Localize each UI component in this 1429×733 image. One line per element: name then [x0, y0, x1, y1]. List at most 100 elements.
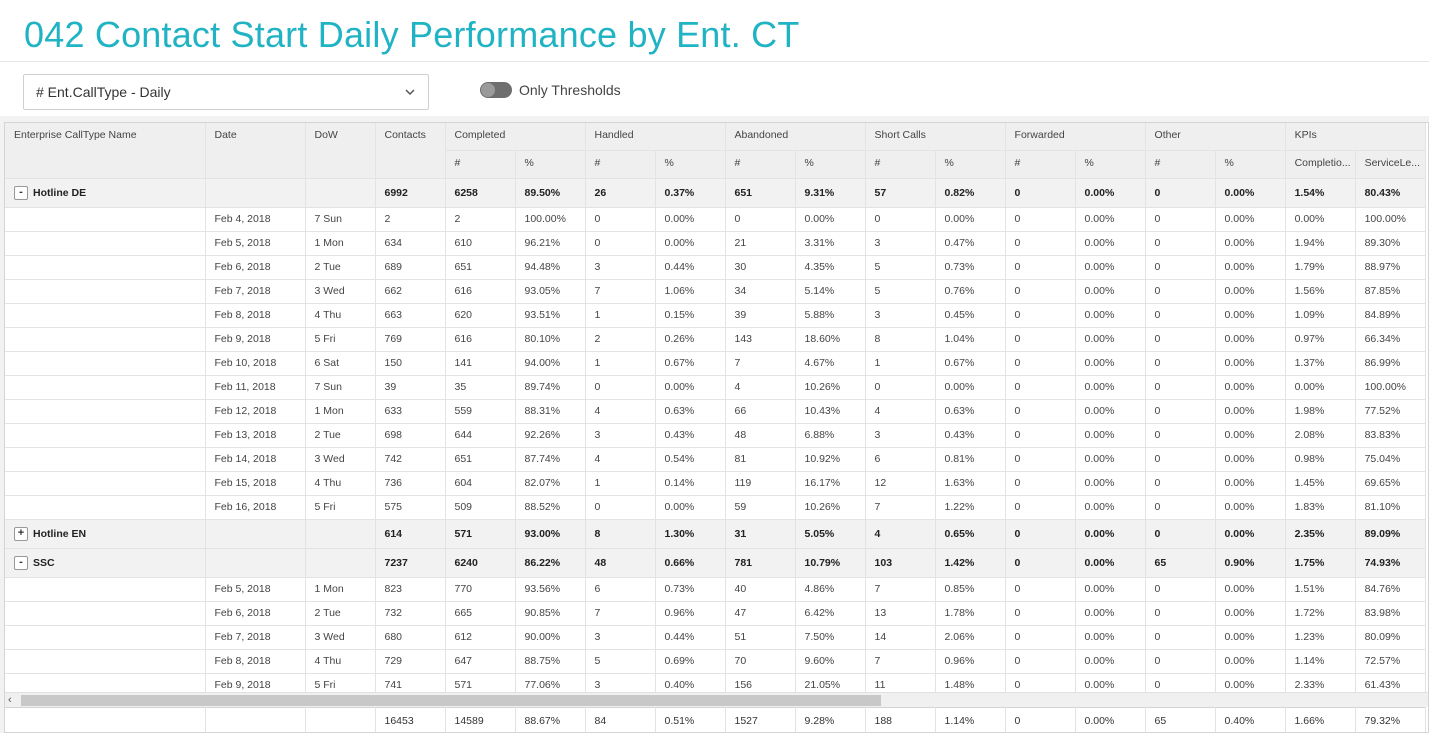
row-name-cell — [5, 375, 206, 400]
col-header-completion-kpi[interactable]: Completio... — [1285, 150, 1356, 179]
col-header-other-pct[interactable]: % — [1215, 150, 1286, 179]
table-row[interactable]: Feb 5, 2018 1 Mon 823 770 93.56% 6 0.73% 40 4.86… — [5, 577, 1426, 602]
table-cell: 0.44% — [655, 255, 726, 280]
table-cell: 93.51% — [515, 303, 586, 328]
col-header-dow[interactable]: DoW — [305, 123, 376, 179]
col-header-forwarded-pct[interactable]: % — [1075, 150, 1146, 179]
table-cell: 0.00% — [1075, 231, 1146, 256]
collapse-icon[interactable]: - — [14, 555, 28, 570]
col-header-completed-pct[interactable]: % — [515, 150, 586, 179]
table-cell: 0 — [1145, 495, 1216, 520]
table-cell: 7.50% — [795, 625, 866, 650]
table-cell: 662 — [375, 279, 446, 304]
table-row[interactable]: Feb 4, 2018 7 Sun 2 2 100.00% 0 0.00% 0 0.00% 0 0.… — [5, 207, 1426, 232]
table-row[interactable]: Feb 8, 2018 4 Thu 729 647 88.75% 5 0.69% 70 9.60… — [5, 649, 1426, 674]
table-cell: 4 Thu — [305, 649, 376, 674]
table-row[interactable]: Feb 10, 2018 6 Sat 150 141 94.00% 1 0.67% 7 4.67… — [5, 351, 1426, 376]
only-thresholds-toggle[interactable] — [480, 82, 512, 98]
col-header-other[interactable]: Other — [1145, 123, 1286, 151]
table-cell: 0 — [1145, 601, 1216, 626]
scrollbar-thumb[interactable] — [21, 695, 881, 706]
col-header-completed-count[interactable]: # — [445, 150, 516, 179]
table-row[interactable]: Feb 14, 2018 3 Wed 742 651 87.74% 4 0.54% 81 10.… — [5, 447, 1426, 472]
table-cell: 0.00% — [1215, 303, 1286, 328]
group-row[interactable]: - SSC 7237 6240 86.22% 48 0.66% 781 10.79% 103 1.4… — [5, 548, 1426, 578]
table-cell: 51 — [725, 625, 796, 650]
scroll-left-icon[interactable]: ‹ — [8, 694, 12, 706]
table-cell: Feb 5, 2018 — [205, 231, 306, 256]
col-header-abandoned-pct[interactable]: % — [795, 150, 866, 179]
group-row[interactable]: + Hotline EN 614 571 93.00% 8 1.30% 31 5.05% 4 0.6… — [5, 519, 1426, 549]
table-cell: 4 Thu — [305, 471, 376, 496]
group-row[interactable]: - Hotline DE 6992 6258 89.50% 26 0.37% 651 9.31%… — [5, 178, 1426, 208]
table-cell: 0.00% — [1215, 447, 1286, 472]
table-row[interactable]: Feb 7, 2018 3 Wed 680 612 90.00% 3 0.44% 51 7.50… — [5, 625, 1426, 650]
group-summary-cell: 65 — [1145, 548, 1216, 578]
group-summary-cell: 10.79% — [795, 548, 866, 578]
table-cell: Feb 9, 2018 — [205, 327, 306, 352]
table-cell: 93.05% — [515, 279, 586, 304]
col-header-forwarded-count[interactable]: # — [1005, 150, 1076, 179]
col-header-short-calls[interactable]: Short Calls — [865, 123, 1006, 151]
table-row[interactable]: Feb 5, 2018 1 Mon 634 610 96.21% 0 0.00% 21 3.31… — [5, 231, 1426, 256]
header-row-subcolumns: # % # % # % # % # % # % Completio... Ser… — [5, 150, 1426, 179]
chevron-down-icon — [405, 89, 415, 96]
table-row[interactable]: Feb 9, 2018 5 Fri 769 616 80.10% 2 0.26% 143 18.… — [5, 327, 1426, 352]
col-header-name[interactable]: Enterprise CallType Name — [5, 123, 206, 179]
table-cell: 633 — [375, 399, 446, 424]
table-row[interactable]: Feb 12, 2018 1 Mon 633 559 88.31% 4 0.63% 66 10.… — [5, 399, 1426, 424]
group-summary-cell: 6992 — [375, 178, 446, 208]
col-header-handled[interactable]: Handled — [585, 123, 726, 151]
col-header-handled-count[interactable]: # — [585, 150, 656, 179]
expand-icon[interactable]: + — [14, 526, 28, 541]
col-header-abandoned[interactable]: Abandoned — [725, 123, 866, 151]
group-summary-cell: 48 — [585, 548, 656, 578]
table-cell: 0.63% — [935, 399, 1006, 424]
table-row[interactable]: Feb 7, 2018 3 Wed 662 616 93.05% 7 1.06% 34 5.14… — [5, 279, 1426, 304]
table-cell: 769 — [375, 327, 446, 352]
table-cell: 141 — [445, 351, 516, 376]
table-cell: 0 — [1145, 255, 1216, 280]
table-row[interactable]: Feb 6, 2018 2 Tue 689 651 94.48% 3 0.44% 30 4.35… — [5, 255, 1426, 280]
col-header-completed[interactable]: Completed — [445, 123, 586, 151]
table-cell: 0.97% — [1285, 327, 1356, 352]
col-header-contacts[interactable]: Contacts — [375, 123, 446, 179]
totals-cell: 1527 — [725, 707, 796, 732]
col-header-kpis[interactable]: KPIs — [1285, 123, 1426, 151]
table-row[interactable]: Feb 6, 2018 2 Tue 732 665 90.85% 7 0.96% 47 6.42… — [5, 601, 1426, 626]
table-row[interactable]: Feb 8, 2018 4 Thu 663 620 93.51% 1 0.15% 39 5.88… — [5, 303, 1426, 328]
table-cell: 7 — [585, 279, 656, 304]
col-header-handled-pct[interactable]: % — [655, 150, 726, 179]
table-cell: Feb 15, 2018 — [205, 471, 306, 496]
table-cell: 4.35% — [795, 255, 866, 280]
group-summary-cell: 1.75% — [1285, 548, 1356, 578]
table-cell: 0.85% — [935, 577, 1006, 602]
col-header-date[interactable]: Date — [205, 123, 306, 179]
table-cell: 3 — [585, 625, 656, 650]
col-header-abandoned-count[interactable]: # — [725, 150, 796, 179]
table-cell: 7 — [585, 601, 656, 626]
group-summary-cell: 6258 — [445, 178, 516, 208]
table-cell: 1.22% — [935, 495, 1006, 520]
table-cell: 1.63% — [935, 471, 1006, 496]
col-header-short-calls-pct[interactable]: % — [935, 150, 1006, 179]
collapse-icon[interactable]: - — [14, 185, 28, 200]
col-header-service-level-kpi[interactable]: ServiceLe... — [1355, 150, 1426, 179]
table-row[interactable]: Feb 16, 2018 5 Fri 575 509 88.52% 0 0.00% 59 10.… — [5, 495, 1426, 520]
table-cell: 0 — [1005, 327, 1076, 352]
col-header-other-count[interactable]: # — [1145, 150, 1216, 179]
totals-cell: 16453 — [375, 707, 446, 732]
view-selector-dropdown[interactable]: # Ent.CallType - Daily — [23, 74, 429, 110]
group-summary-cell: 0.66% — [655, 548, 726, 578]
table-cell: 0 — [1005, 495, 1076, 520]
table-cell: 1.04% — [935, 327, 1006, 352]
col-header-forwarded[interactable]: Forwarded — [1005, 123, 1146, 151]
table-row[interactable]: Feb 15, 2018 4 Thu 736 604 82.07% 1 0.14% 119 16… — [5, 471, 1426, 496]
totals-cell: 79.32% — [1355, 707, 1426, 732]
horizontal-scrollbar[interactable]: ‹ — [5, 692, 1428, 707]
col-header-short-calls-count[interactable]: # — [865, 150, 936, 179]
table-row[interactable]: Feb 11, 2018 7 Sun 39 35 89.74% 0 0.00% 4 10.26%… — [5, 375, 1426, 400]
table-cell: 663 — [375, 303, 446, 328]
table-row[interactable]: Feb 13, 2018 2 Tue 698 644 92.26% 3 0.43% 48 6.8… — [5, 423, 1426, 448]
group-summary-cell: 89.09% — [1355, 519, 1426, 549]
